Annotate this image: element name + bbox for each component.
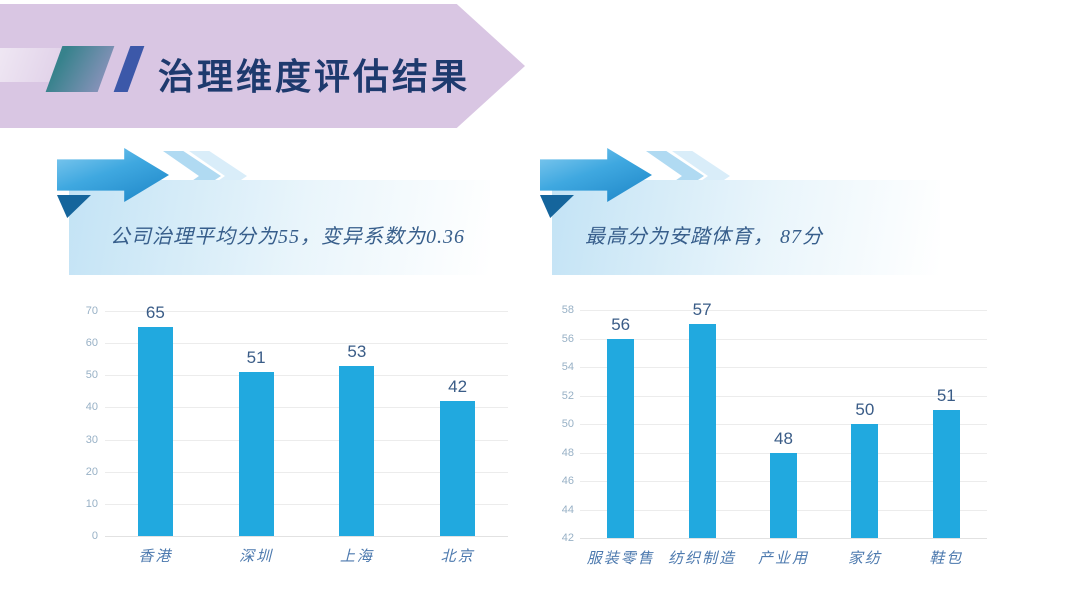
gridline [105,536,508,537]
category-label: 服装零售 [586,551,655,567]
y-axis-tick-label: 10 [85,497,98,510]
title-banner: 治理维度评估结果 [0,4,525,128]
plot-area: 65 香港 51 深圳 53 上海 42 北京 [105,303,508,565]
category-label: 鞋包 [929,551,964,567]
gridline [580,538,987,539]
bar [932,409,960,538]
y-axis-tick-label: 70 [85,305,98,317]
y-axis-tick-label: 54 [561,361,574,373]
bar [688,324,716,538]
callout-box: 公司治理平均分为55，变异系数为0.36 [69,180,490,275]
y-axis-tick-label: 50 [561,418,574,430]
y-axis-tick-label: 44 [561,503,574,516]
bar-value-label: 51 [936,385,956,405]
bar [607,338,635,538]
gridline [580,338,987,340]
y-axis-labels: 42 44 46 48 50 52 54 56 58 [554,304,574,544]
bar [137,327,173,536]
gridline [105,471,508,473]
bar [770,452,797,538]
y-axis-tick-label: 46 [561,475,574,487]
category-label: 北京 [440,549,475,565]
callout-text: 最高分为安踏体育， 87分 [585,226,823,248]
plot-area: 56 服装零售 57 纺织制造 48 产业用 50 家纺 51 鞋包 [580,300,987,567]
gridline [105,375,508,377]
bar-value-label: 53 [347,341,367,361]
bar-value-label: 56 [611,314,631,334]
y-axis-tick-label: 42 [561,532,574,544]
y-axis-tick-label: 60 [85,337,98,350]
y-axis-tick-label: 40 [85,401,98,414]
bar-value-label: 50 [855,400,875,419]
category-label: 纺织制造 [668,551,737,567]
callout-text: 公司治理平均分为55，变异系数为0.36 [110,226,465,248]
gridline [580,310,987,311]
bar-value-label: 65 [145,303,165,323]
category-label: 香港 [138,549,173,565]
y-axis-tick-label: 56 [561,332,574,345]
gridline [580,367,987,368]
y-axis-labels: 0 10 20 30 40 50 60 70 [60,305,98,542]
bar [238,372,274,536]
callout-right: 最高分为安踏体育， 87分 [540,148,1010,278]
callout-left: 公司治理平均分为55，变异系数为0.36 [57,148,527,278]
bar [851,424,879,538]
category-label: 深圳 [239,549,274,565]
bar-chart-cities: 0 10 20 30 40 50 60 70 65 香港 51 深圳 53 上海 42 北京 [60,300,530,580]
gridline [580,424,987,425]
gridline [105,439,508,441]
y-axis-tick-label: 0 [91,530,98,542]
category-label: 产业用 [757,551,809,567]
bar-value-label: 42 [448,377,468,396]
bar-value-label: 51 [246,348,266,368]
gridline [105,503,508,505]
y-axis-tick-label: 48 [561,446,574,459]
gridline [580,395,987,397]
y-axis-tick-label: 30 [85,433,98,446]
gridline [105,407,508,409]
bar-chart-sectors: 42 44 46 48 50 52 54 56 58 56 服装零售 57 纺织制造 48 产业用 50 家纺… [552,300,1022,580]
gridline [105,311,508,312]
y-axis-tick-label: 52 [561,389,574,402]
y-axis-tick-label: 58 [561,304,574,316]
bar-value-label: 57 [692,300,712,320]
y-axis-tick-label: 20 [85,465,98,478]
y-axis-tick-label: 50 [85,369,98,382]
blue-slash-icon [113,46,145,92]
category-label: 上海 [339,549,374,565]
category-label: 家纺 [847,551,882,567]
bar-value-label: 48 [774,428,793,448]
gridline [105,343,508,345]
page-title: 治理维度评估结果 [158,56,471,97]
bar [339,365,375,536]
bar [440,401,476,536]
